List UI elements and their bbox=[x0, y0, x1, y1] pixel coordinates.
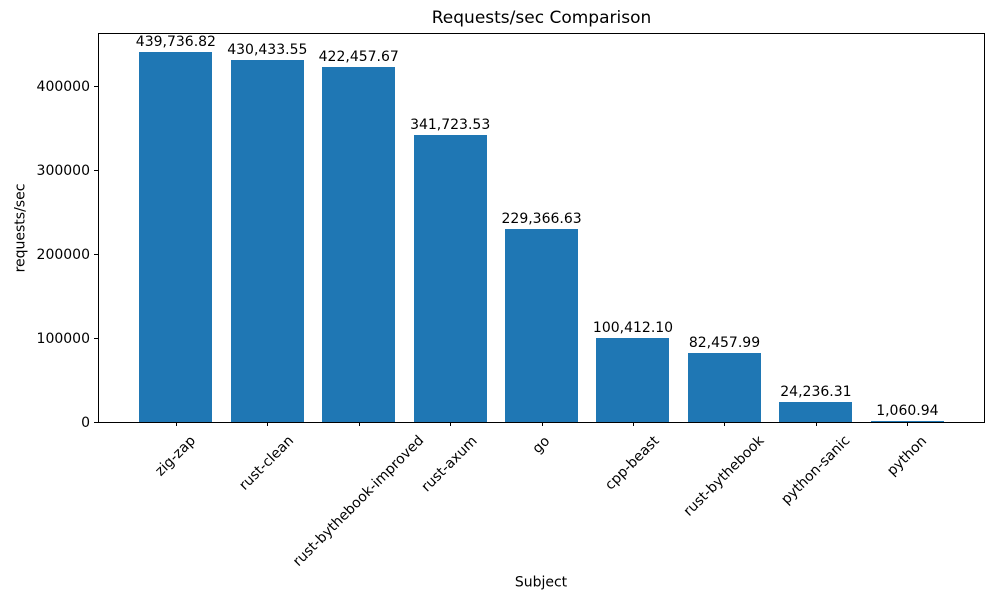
x-tick bbox=[358, 422, 360, 426]
bar-value-label: 82,457.99 bbox=[688, 334, 761, 351]
bar bbox=[139, 52, 213, 422]
x-tick bbox=[815, 422, 817, 426]
plot-area: 439,736.82 430,433.55 422,457.67 341,723.53… bbox=[98, 33, 985, 423]
x-tick bbox=[632, 422, 634, 426]
bar bbox=[779, 401, 853, 422]
bar-value-label: 422,457.67 bbox=[318, 48, 399, 65]
x-tick bbox=[450, 422, 452, 426]
x-tick-label: python-sanic bbox=[777, 432, 854, 509]
bar-value-label: 439,736.82 bbox=[135, 34, 216, 51]
x-tick-label: rust-axum bbox=[418, 433, 481, 496]
chart-title: Requests/sec Comparison bbox=[431, 8, 652, 28]
x-tick-label: rust-clean bbox=[236, 432, 298, 494]
bar bbox=[504, 229, 579, 422]
y-tick bbox=[94, 85, 98, 87]
bar bbox=[230, 60, 304, 422]
bar bbox=[687, 352, 761, 422]
x-axis-label-text: Subject bbox=[514, 574, 568, 591]
y-tick bbox=[94, 422, 98, 423]
bar-value-label: 430,433.55 bbox=[227, 42, 308, 59]
y-tick-label: 100000 bbox=[36, 330, 90, 347]
bar-value-label: 229,366.63 bbox=[501, 211, 582, 228]
bar bbox=[870, 421, 944, 422]
y-tick-label: 200000 bbox=[36, 246, 90, 263]
y-tick bbox=[94, 253, 98, 255]
bar-value-label: 1,060.94 bbox=[876, 403, 939, 420]
x-tick-label: go bbox=[529, 432, 554, 457]
x-tick bbox=[724, 422, 726, 426]
x-tick bbox=[907, 422, 909, 426]
x-tick bbox=[267, 422, 269, 426]
bar bbox=[596, 337, 670, 422]
bar-value-label: 24,236.31 bbox=[780, 383, 852, 400]
x-tick-label: cpp-beast bbox=[602, 432, 663, 494]
x-tick bbox=[541, 422, 543, 426]
x-tick bbox=[175, 422, 177, 426]
y-tick bbox=[94, 169, 98, 171]
bar bbox=[322, 67, 396, 422]
bar-value-label: 100,412.10 bbox=[592, 319, 674, 336]
y-tick-label: 0 bbox=[81, 415, 90, 431]
x-tick-label: python bbox=[883, 432, 930, 479]
y-tick-label: 400000 bbox=[36, 78, 90, 95]
bar-value-label: 341,723.53 bbox=[410, 116, 491, 133]
x-tick-label: zig-zap bbox=[152, 432, 199, 480]
bar bbox=[413, 134, 487, 422]
x-tick-label: rust-bythebook bbox=[680, 433, 768, 520]
y-tick-label: 300000 bbox=[36, 162, 90, 179]
y-tick bbox=[94, 337, 98, 339]
x-tick-label: rust-bythebook-improved bbox=[289, 432, 427, 571]
